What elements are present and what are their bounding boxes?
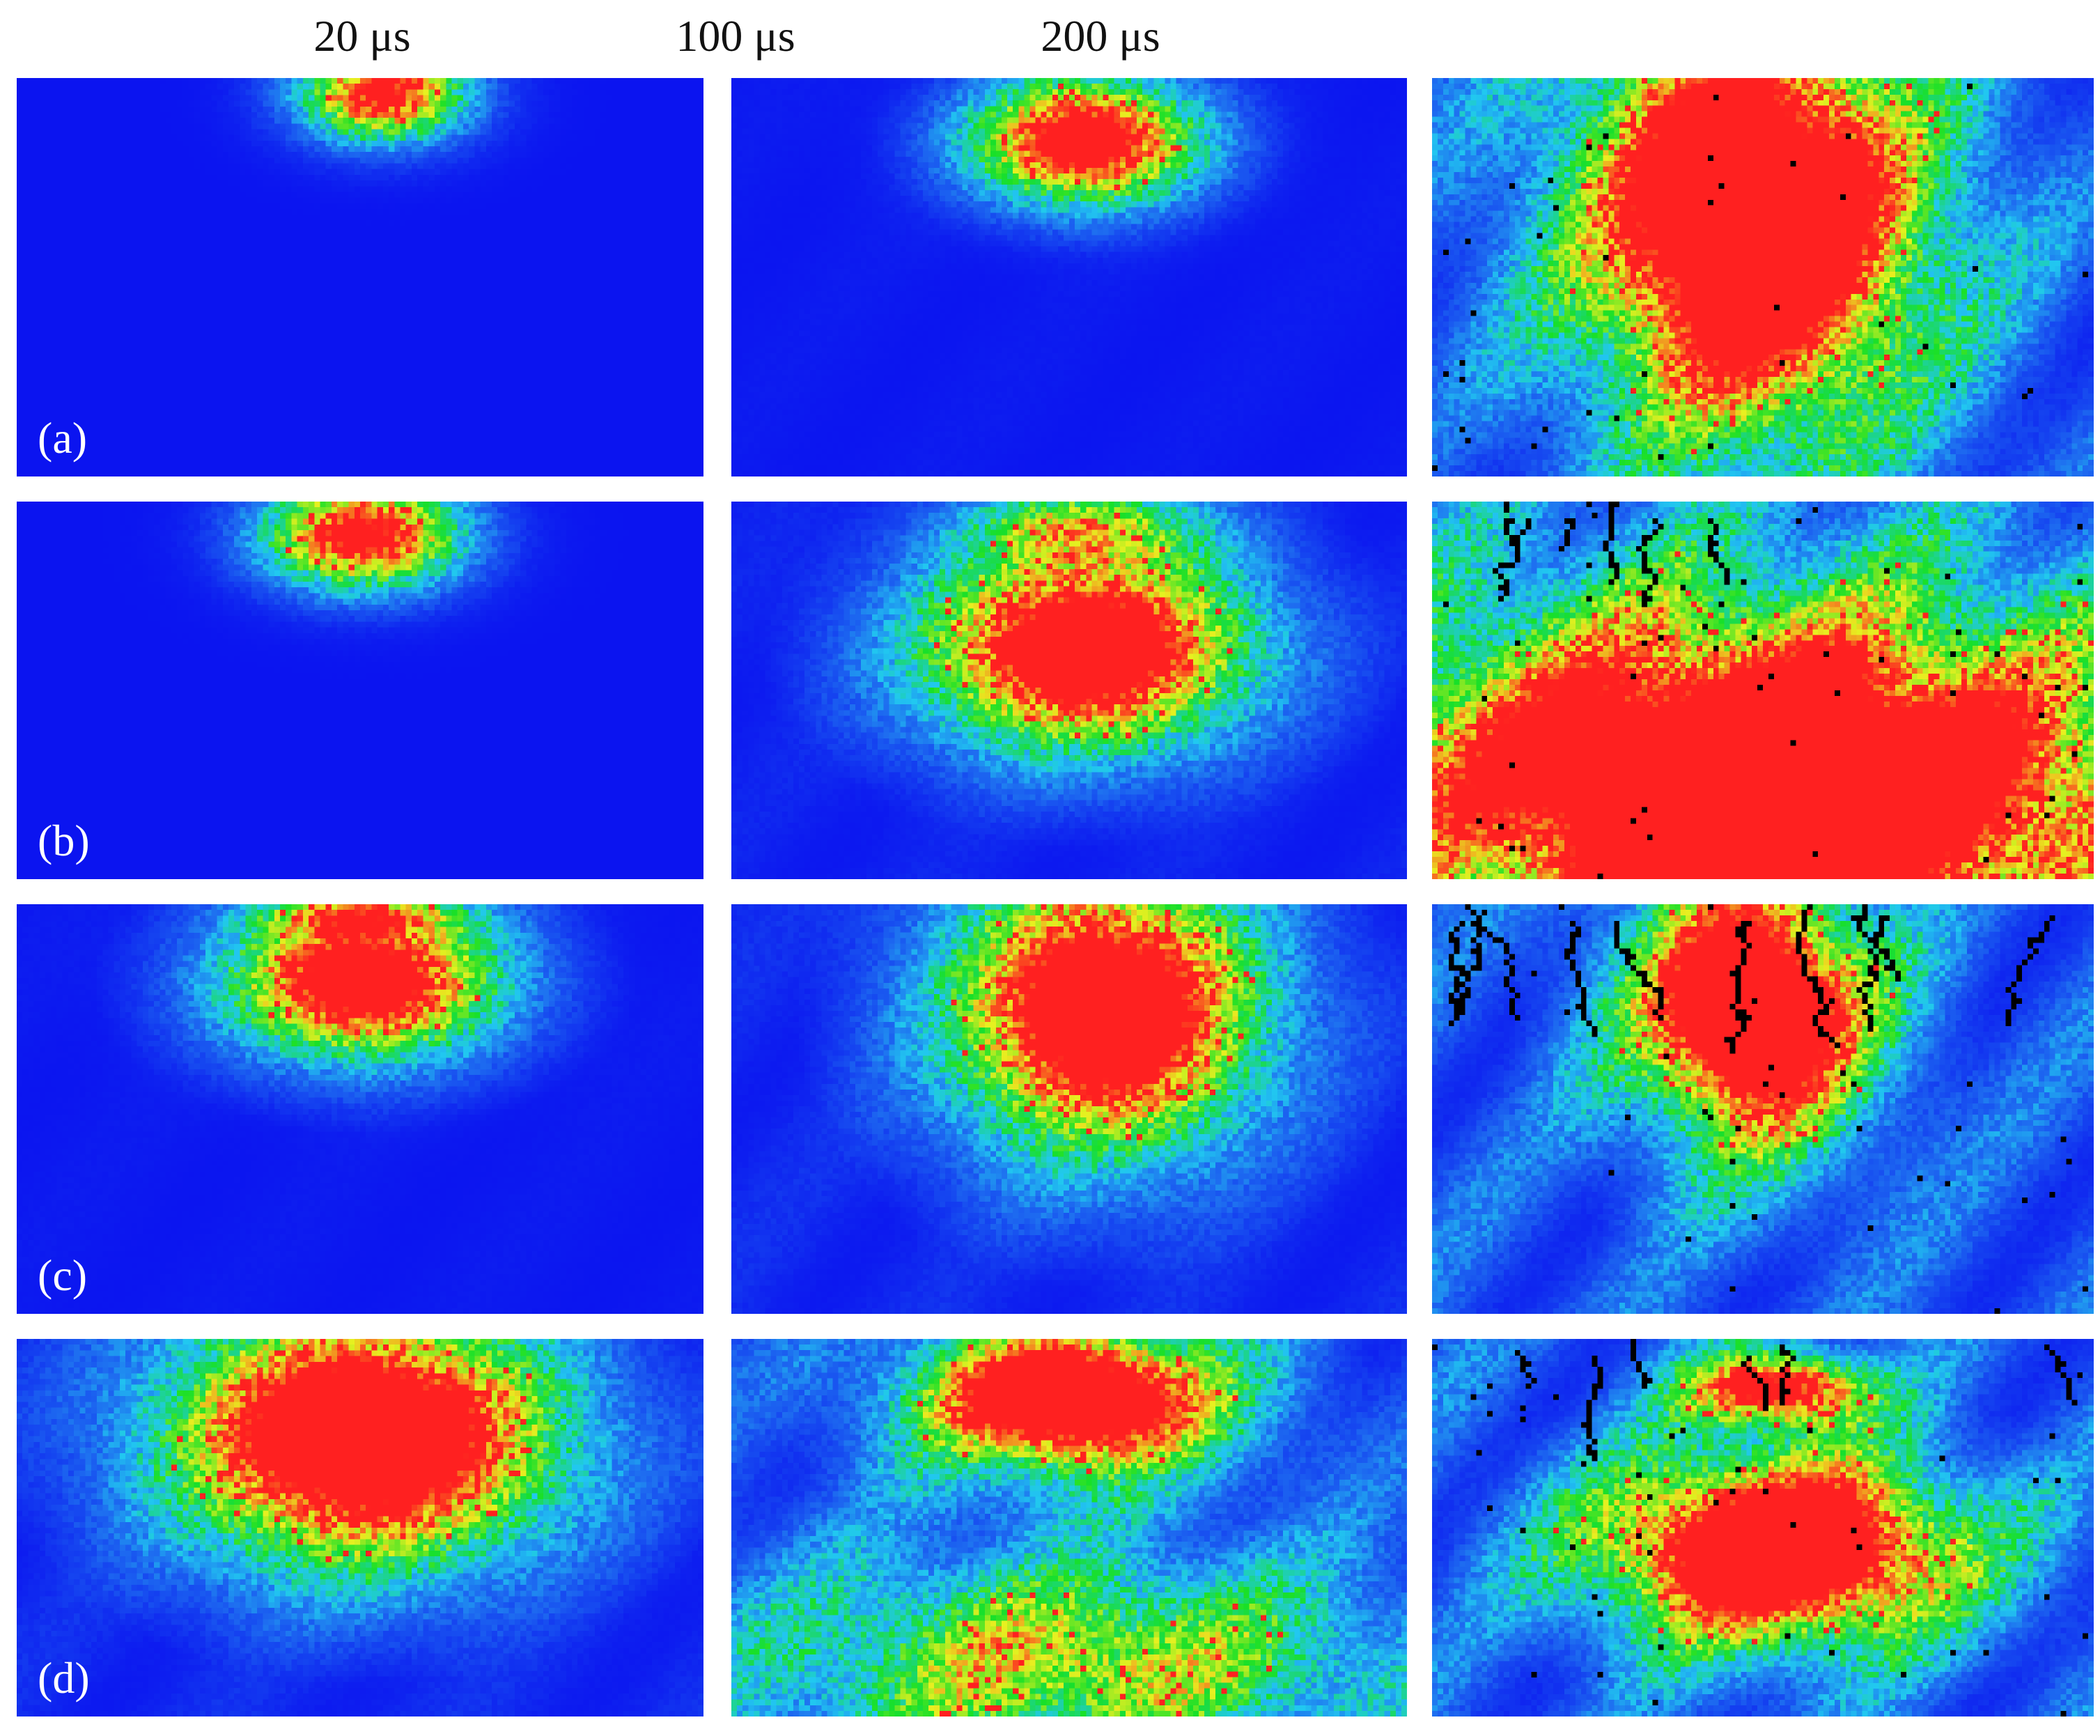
stress-panel-d-1: (d) <box>17 1339 703 1716</box>
stress-field-image <box>1432 1339 2094 1716</box>
stress-field-image <box>731 1339 1407 1716</box>
stress-field-image <box>731 904 1407 1314</box>
stress-panel-c-2 <box>731 904 1407 1314</box>
stress-field-image <box>17 502 703 879</box>
stress-field-image <box>17 78 703 476</box>
row-label-a: (a) <box>38 413 88 463</box>
stress-field-image <box>1432 904 2094 1314</box>
stress-field-image <box>1432 502 2094 879</box>
stress-field-image <box>731 502 1407 879</box>
stress-panel-c-1: (c) <box>17 904 703 1314</box>
stress-panel-a-2 <box>731 78 1407 476</box>
column-title-100us: 100 μs <box>676 11 795 61</box>
stress-panel-d-2 <box>731 1339 1407 1716</box>
stress-field-image <box>17 904 703 1314</box>
row-label-d: (d) <box>38 1653 90 1703</box>
stress-panel-b-1: (b) <box>17 502 703 879</box>
stress-panel-a-3 <box>1432 78 2094 476</box>
stress-panel-b-3 <box>1432 502 2094 879</box>
stress-panel-d-3 <box>1432 1339 2094 1716</box>
stress-panel-a-1: (a) <box>17 78 703 476</box>
stress-field-image <box>17 1339 703 1716</box>
row-label-c: (c) <box>38 1250 88 1300</box>
row-label-b: (b) <box>38 816 90 865</box>
stress-panel-c-3 <box>1432 904 2094 1314</box>
stress-field-image <box>1432 78 2094 476</box>
stress-panel-b-2 <box>731 502 1407 879</box>
column-title-200us: 200 μs <box>1041 11 1160 61</box>
column-title-20us: 20 μs <box>313 11 411 61</box>
stress-field-image <box>731 78 1407 476</box>
